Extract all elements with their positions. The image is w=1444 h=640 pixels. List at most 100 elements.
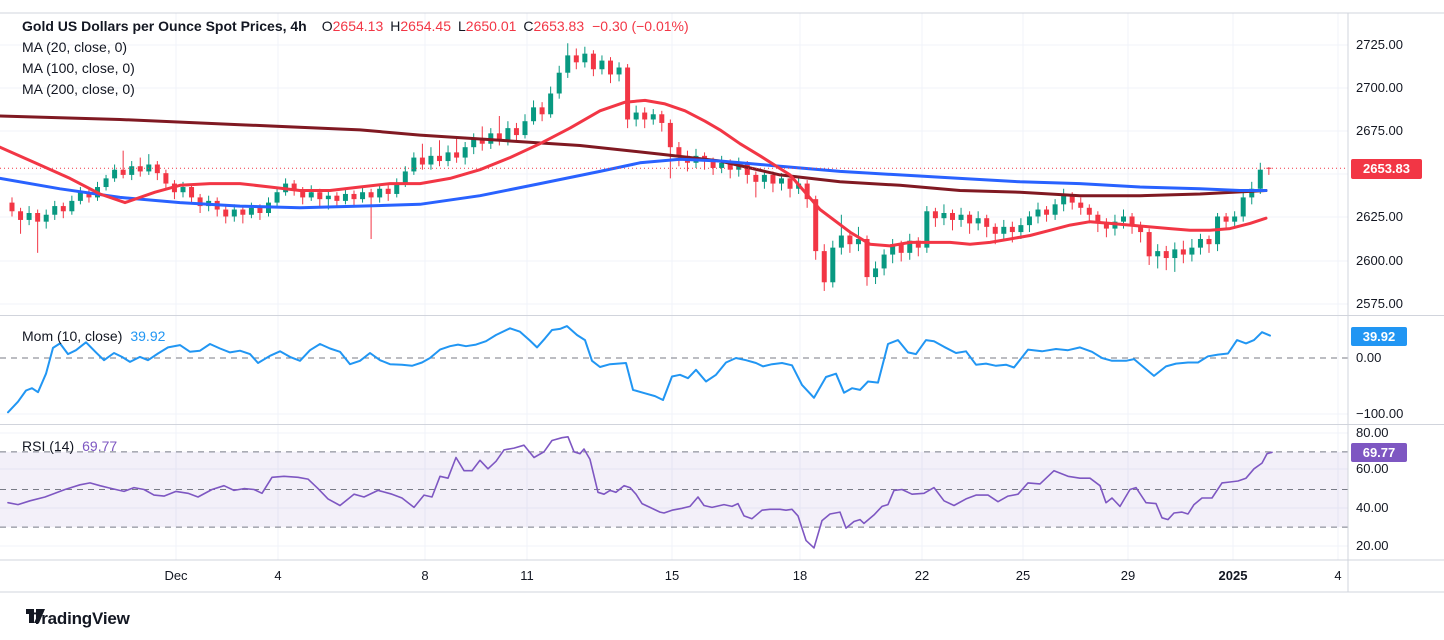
- candle-body: [1197, 238, 1203, 248]
- rsi-legend[interactable]: RSI (14) 69.77: [22, 438, 117, 454]
- time-axis-label: 4: [1334, 568, 1342, 583]
- candle-body: [565, 55, 571, 73]
- candle-body: [821, 251, 827, 283]
- high-label: H: [390, 18, 401, 34]
- candle-body: [154, 164, 160, 174]
- candle-body: [342, 193, 348, 201]
- ma100-legend[interactable]: MA (100, close, 0): [22, 60, 135, 76]
- candle-body: [471, 138, 477, 148]
- momentum-label: Mom (10, close): [22, 328, 123, 344]
- rsi-axis-label: 20.00: [1356, 538, 1389, 553]
- candle-body: [479, 138, 485, 144]
- candle-body: [975, 218, 981, 224]
- time-axis[interactable]: Dec 4 8 11 15 18 22 25 29 2025 4: [0, 560, 1348, 592]
- price-axis-label: 2675.00: [1356, 123, 1403, 138]
- candle-body: [308, 192, 314, 198]
- candle-body: [1206, 238, 1212, 245]
- candle-body: [1240, 197, 1246, 217]
- candle-body: [257, 207, 263, 214]
- candle-body: [1155, 251, 1161, 257]
- ma200-legend[interactable]: MA (200, close, 0): [22, 81, 135, 97]
- candle-body: [1163, 251, 1169, 259]
- candle-body: [941, 213, 947, 219]
- candle-body: [137, 166, 143, 172]
- candle-body: [710, 161, 716, 168]
- candle-body: [274, 192, 280, 203]
- candle-body: [1009, 226, 1015, 233]
- candle-body: [1223, 216, 1229, 222]
- ma20-legend[interactable]: MA (20, close, 0): [22, 39, 128, 55]
- candle-body: [9, 202, 15, 212]
- candle-body: [873, 268, 879, 278]
- candle-body: [838, 235, 844, 248]
- candle-body: [291, 183, 297, 191]
- time-axis-label: 2025: [1218, 568, 1248, 583]
- legend: Gold US Dollars per Ounce Spot Prices, 4…: [22, 16, 689, 100]
- price-axis[interactable]: 20.00 40.00 60.00 80.00 −100.00 0.00 2575.00 26…: [1348, 13, 1444, 592]
- time-axis-label: 11: [520, 568, 534, 583]
- candle-body: [197, 197, 203, 207]
- candle-body: [719, 162, 725, 168]
- candle-body: [112, 169, 118, 179]
- candle-body: [1180, 249, 1186, 255]
- momentum-value: 39.92: [130, 328, 166, 344]
- ma100-line: [0, 157, 1268, 210]
- symbol-title[interactable]: Gold US Dollars per Ounce Spot Prices, 4…: [22, 18, 307, 34]
- candle-body: [608, 60, 613, 75]
- candle-body: [231, 209, 237, 217]
- candle-body: [1061, 195, 1067, 205]
- candle-body: [223, 209, 229, 217]
- candle-body: [556, 72, 562, 94]
- candle-body: [650, 114, 656, 120]
- time-axis-label: 15: [664, 568, 680, 583]
- tradingview-logo[interactable]: TradingView: [25, 606, 130, 632]
- candle-body: [86, 192, 92, 198]
- candle-body: [590, 53, 596, 70]
- candle-body: [248, 207, 254, 215]
- candle-body: [676, 147, 682, 156]
- candle-body: [890, 244, 896, 255]
- candle-body: [77, 192, 83, 201]
- time-axis-label: 29: [1120, 568, 1136, 583]
- symbol-title-row[interactable]: Gold US Dollars per Ounce Spot Prices, 4…: [22, 16, 689, 37]
- candle-body: [1018, 225, 1024, 233]
- ma20-line: [0, 98, 1268, 248]
- candle-body: [1035, 209, 1041, 217]
- candle-body: [69, 200, 75, 212]
- candle-body: [1232, 216, 1238, 222]
- candle-body: [385, 188, 391, 194]
- price-axis-label: 2725.00: [1356, 37, 1403, 52]
- candle-body: [325, 195, 331, 200]
- candle-body: [1052, 204, 1058, 215]
- candle-body: [1044, 209, 1050, 215]
- candle-body: [932, 211, 938, 219]
- momentum-legend[interactable]: Mom (10, close) 39.92: [22, 328, 165, 344]
- candle-body: [129, 166, 135, 175]
- candle-body: [103, 178, 109, 188]
- candle-body: [642, 112, 648, 120]
- low-label: L: [457, 18, 466, 34]
- candle-body: [419, 157, 425, 165]
- candle-body: [727, 162, 733, 170]
- candle-body: [445, 152, 451, 162]
- candle-body: [522, 121, 528, 136]
- candle-body: [924, 211, 930, 248]
- candle-body: [18, 211, 24, 220]
- candle-body: [454, 152, 460, 158]
- candle-body: [599, 60, 605, 70]
- candle-body: [240, 209, 246, 215]
- candle-body: [1129, 216, 1135, 226]
- candle-body: [1026, 216, 1032, 226]
- candle-body: [368, 192, 374, 198]
- candle-body: [633, 112, 639, 120]
- candle-body: [573, 55, 579, 63]
- candle-body: [26, 213, 32, 220]
- candle-body: [411, 157, 417, 172]
- candle-body: [189, 187, 195, 198]
- time-axis-label: Dec: [164, 568, 188, 583]
- price-axis-label: 2625.00: [1356, 209, 1403, 224]
- rsi-line: [7, 435, 1273, 549]
- close-label: C: [523, 18, 534, 34]
